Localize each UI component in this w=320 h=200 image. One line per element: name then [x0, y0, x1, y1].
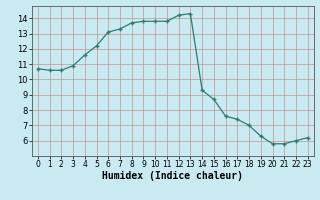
X-axis label: Humidex (Indice chaleur): Humidex (Indice chaleur)	[102, 171, 243, 181]
